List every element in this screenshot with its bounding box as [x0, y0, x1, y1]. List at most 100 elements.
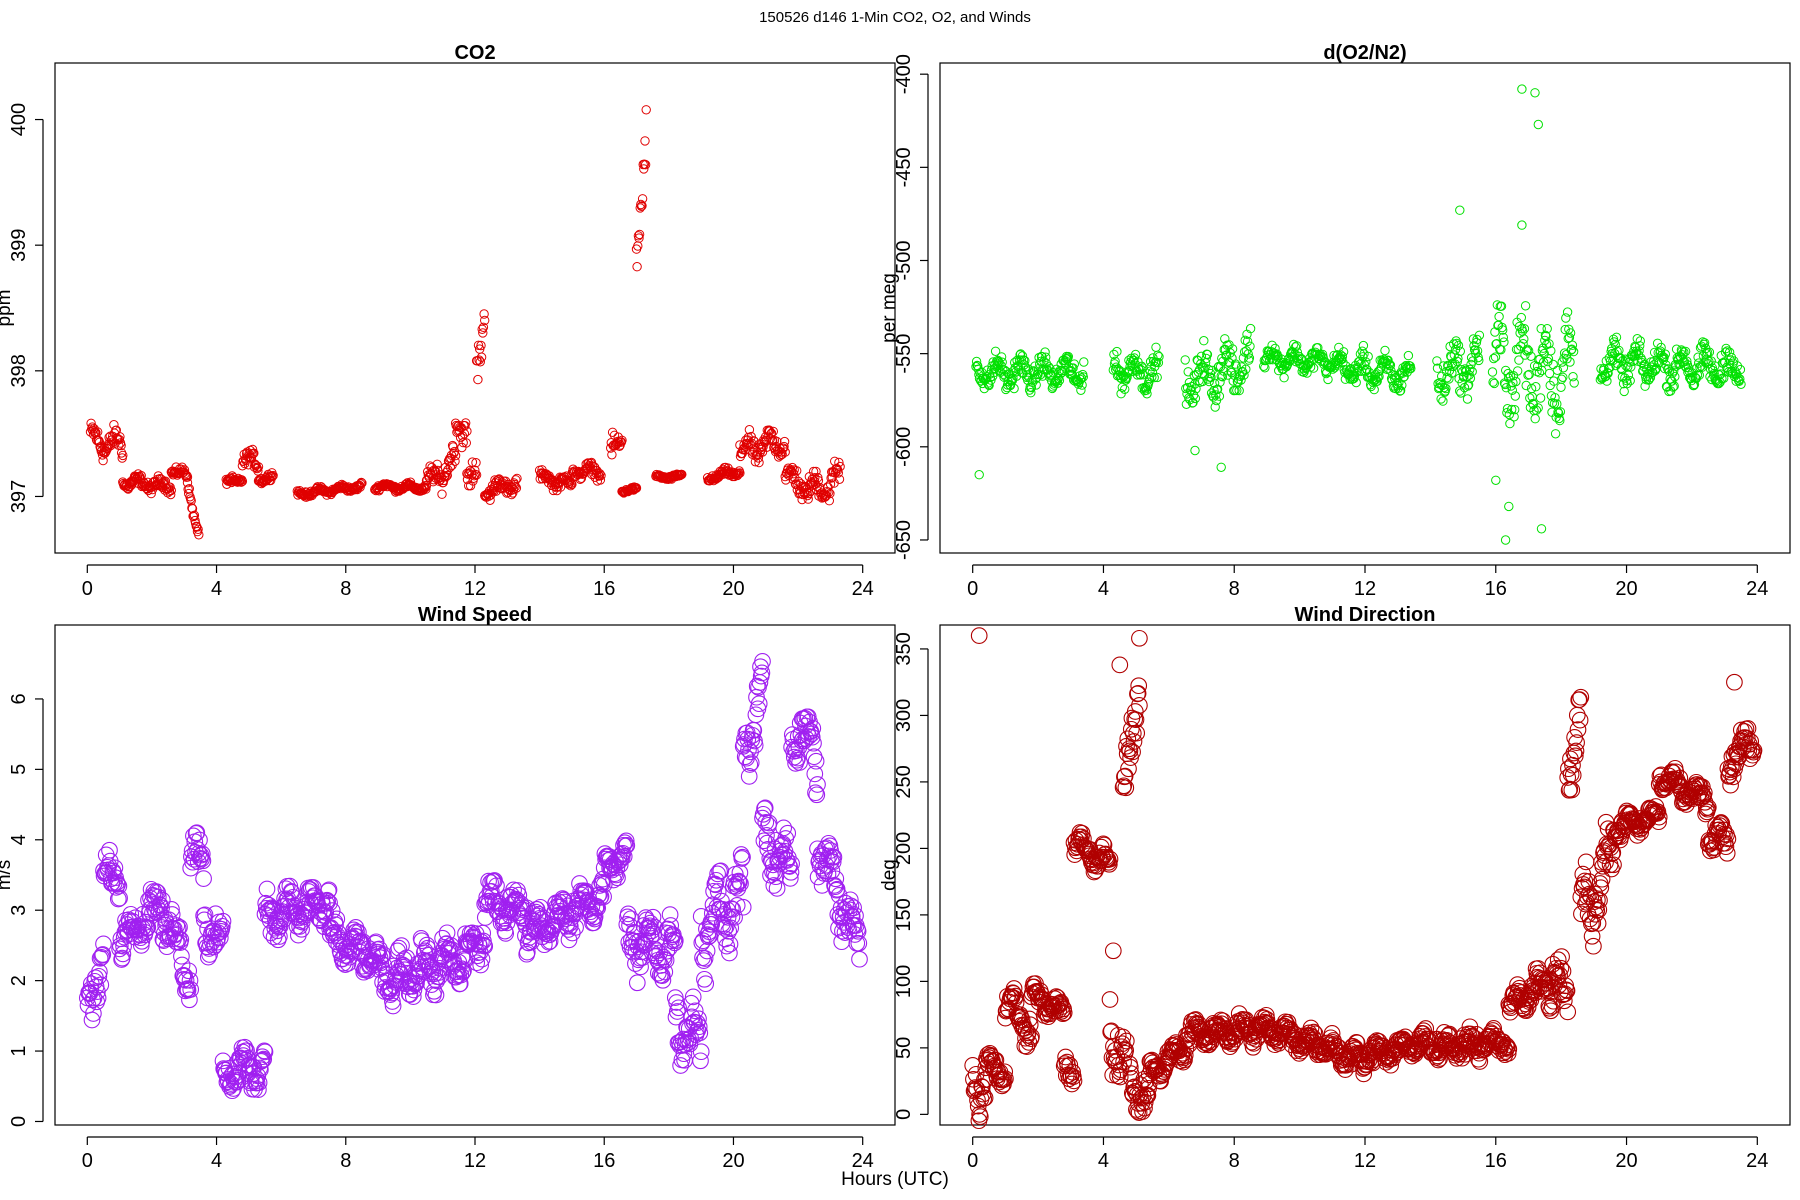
data-point: [1670, 372, 1680, 382]
data-point: [742, 754, 760, 772]
data-point: [462, 426, 472, 436]
data-point: [1618, 379, 1629, 389]
data-point: [173, 956, 191, 974]
data-point: [1356, 366, 1367, 376]
data-point: [563, 924, 581, 942]
data-point: [196, 906, 214, 924]
data-point: [781, 475, 791, 485]
data-point: [823, 862, 841, 880]
data-point: [1489, 378, 1500, 389]
figure-title: 150526 d146 1-Min CO2, O2, and Winds: [759, 9, 1031, 26]
data-point: [1294, 351, 1304, 362]
data-point: [576, 883, 594, 901]
data-point: [441, 472, 451, 482]
data-point: [824, 496, 834, 506]
data-point: [1124, 355, 1134, 365]
data-point: [471, 937, 488, 954]
data-point: [721, 944, 738, 962]
data-point: [1513, 366, 1523, 376]
y-tick-label: 250: [893, 765, 915, 798]
data-point: [1533, 403, 1543, 413]
shared-x-axis-label: Hours (UTC): [841, 1169, 949, 1190]
data-point: [92, 976, 110, 994]
data-point: [833, 468, 843, 478]
data-point: [90, 967, 108, 985]
data-point: [109, 890, 127, 908]
data-point: [1097, 848, 1115, 866]
data-point: [816, 862, 834, 880]
y-tick-label: 0: [8, 1116, 30, 1127]
data-point: [971, 1108, 989, 1125]
data-point: [1499, 337, 1509, 347]
data-point: [1720, 347, 1731, 357]
data-point: [1114, 1028, 1132, 1046]
data-point: [1191, 384, 1201, 394]
data-point: [1242, 336, 1253, 347]
data-point: [758, 442, 768, 452]
data-point: [1472, 346, 1483, 356]
data-point: [185, 827, 202, 845]
data-point: [1567, 344, 1577, 354]
data-point: [745, 445, 755, 455]
data-point: [1096, 846, 1114, 864]
data-point: [1398, 372, 1409, 382]
data-point: [442, 467, 452, 477]
data-point: [1351, 377, 1361, 388]
data-point: [1209, 378, 1220, 388]
data-point: [1609, 337, 1619, 347]
data-point: [991, 1063, 1009, 1081]
data-point: [384, 997, 402, 1015]
data-point: [146, 488, 156, 499]
data-point: [1054, 1005, 1072, 1023]
data-point: [1561, 313, 1571, 323]
data-point: [724, 901, 742, 918]
data-point: [696, 950, 714, 967]
data-point: [247, 444, 258, 455]
data-point: [1117, 1032, 1135, 1050]
data-point: [808, 786, 826, 804]
data-points: [971, 84, 1746, 545]
data-point: [1677, 346, 1687, 356]
data-point: [1289, 352, 1300, 362]
data-point: [461, 438, 471, 448]
data-point: [1051, 376, 1061, 386]
data-point: [1679, 347, 1689, 357]
data-point: [357, 478, 367, 488]
data-point: [630, 951, 647, 969]
data-point: [488, 877, 505, 895]
data-point: [1153, 358, 1164, 368]
data-point: [1051, 994, 1069, 1012]
data-point: [1121, 1058, 1139, 1076]
data-point: [1611, 332, 1622, 342]
data-point: [1603, 368, 1613, 378]
data-point: [107, 879, 125, 896]
data-point: [229, 1071, 247, 1089]
data-point: [779, 441, 789, 452]
data-point: [94, 946, 112, 963]
data-point: [1190, 393, 1201, 404]
data-point: [1043, 368, 1053, 378]
data-point: [1363, 351, 1373, 362]
data-point: [1507, 385, 1518, 395]
data-point: [1369, 384, 1379, 395]
data-point: [454, 963, 472, 981]
data-point: [1699, 338, 1710, 348]
x-tick-label: 8: [340, 1150, 351, 1172]
x-tick-label: 0: [82, 578, 93, 600]
data-point: [1122, 372, 1132, 382]
data-point: [1626, 362, 1636, 372]
data-point: [809, 868, 827, 886]
data-point: [807, 474, 818, 484]
data-point: [1318, 352, 1328, 363]
data-point: [754, 457, 764, 468]
data-point: [468, 954, 486, 972]
data-point: [471, 458, 481, 468]
data-point: [792, 466, 802, 476]
data-point: [1372, 376, 1382, 386]
data-point: [1212, 384, 1223, 394]
data-point: [974, 470, 984, 480]
data-point: [1559, 348, 1570, 358]
